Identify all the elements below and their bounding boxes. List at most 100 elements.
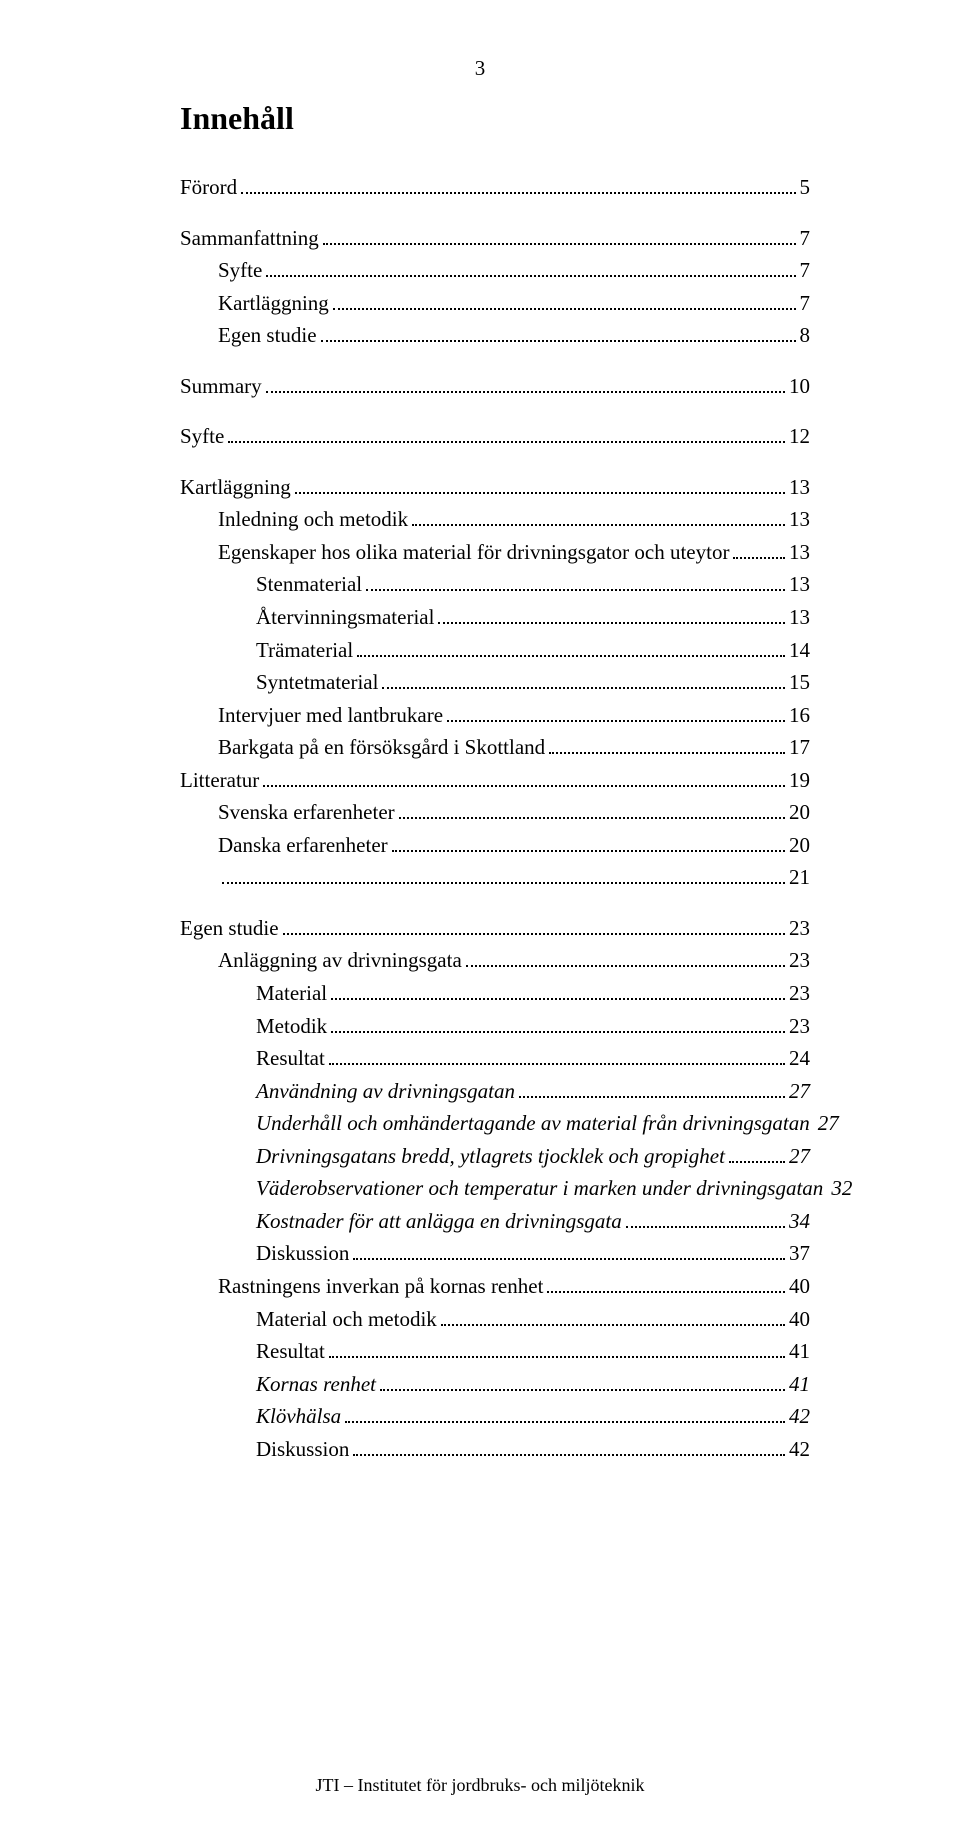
toc-entry: Underhåll och omhändertagande av materia…	[180, 1107, 810, 1140]
toc-leader-dots	[549, 735, 785, 754]
toc-entry-page: 23	[789, 1010, 810, 1043]
toc-leader-dots	[412, 507, 785, 526]
toc-leader-dots	[323, 226, 796, 245]
toc-entry: Diskussion 37	[180, 1237, 810, 1270]
toc-entry-label: Anläggning av drivningsgata	[218, 944, 462, 977]
toc-entry-page: 17	[789, 731, 810, 764]
toc-entry-page: 10	[789, 370, 810, 403]
toc-leader-dots	[329, 1339, 785, 1358]
toc-leader-dots	[321, 323, 796, 342]
toc-entry-label: Klövhälsa	[256, 1400, 341, 1433]
toc-entry: Intervjuer med lantbrukare16	[180, 699, 810, 732]
toc-entry-page: 23	[789, 944, 810, 977]
toc-entry: Egenskaper hos olika material för drivni…	[180, 536, 810, 569]
toc-entry-label: Syfte	[218, 254, 262, 287]
toc-entry: Förord5	[180, 171, 810, 204]
toc-entry: Metodik23	[180, 1010, 810, 1043]
toc-entry-page: 13	[789, 601, 810, 634]
toc-entry-label: Drivningsgatans bredd, ytlagrets tjockle…	[256, 1140, 725, 1173]
toc-leader-dots	[345, 1404, 785, 1423]
toc-entry: Egen studie23	[180, 912, 810, 945]
toc-entry-page: 37	[789, 1237, 810, 1270]
toc-entry-label: Trämaterial	[256, 634, 353, 667]
toc-entry-label: Sammanfattning	[180, 222, 319, 255]
toc-list: Förord5Sammanfattning7Syfte7Kartläggning…	[180, 171, 810, 1465]
toc-leader-dots	[263, 768, 785, 787]
toc-entry: Rastningens inverkan på kornas renhet40	[180, 1270, 810, 1303]
toc-entry: Kartläggning7	[180, 287, 810, 320]
toc-entry: Barkgata på en försöksgård i Skottland17	[180, 731, 810, 764]
toc-leader-dots	[547, 1274, 785, 1293]
toc-leader-dots	[329, 1046, 785, 1065]
toc-entry-label: Material och metodik	[256, 1303, 437, 1336]
toc-entry-label: Resultat	[256, 1335, 325, 1368]
toc-entry-label: Kartläggning	[180, 471, 291, 504]
toc-entry-page: 19	[789, 764, 810, 797]
toc-entry: Syntetmaterial 15	[180, 666, 810, 699]
toc-entry-page: 27	[818, 1107, 839, 1140]
toc-entry: Kartläggning 13	[180, 471, 810, 504]
toc-leader-dots	[353, 1437, 785, 1456]
toc-entry-label: Väderobservationer och temperatur i mark…	[256, 1172, 823, 1205]
toc-entry: Klövhälsa 42	[180, 1400, 810, 1433]
toc-entry-label: Intervjuer med lantbrukare	[218, 699, 443, 732]
toc-entry: Stenmaterial 13	[180, 568, 810, 601]
toc-entry-page: 7	[800, 254, 811, 287]
toc-entry-page: 12	[789, 420, 810, 453]
toc-entry-page: 15	[789, 666, 810, 699]
toc-entry: Litteratur 19	[180, 764, 810, 797]
toc-entry-label: Litteratur	[180, 764, 259, 797]
toc-entry-page: 32	[831, 1172, 852, 1205]
toc-entry-page: 27	[789, 1075, 810, 1108]
toc-entry-label: Kornas renhet	[256, 1368, 376, 1401]
toc-entry-page: 23	[789, 912, 810, 945]
toc-entry-page: 14	[789, 634, 810, 667]
toc-entry-page: 24	[789, 1042, 810, 1075]
toc-entry: Syfte12	[180, 420, 810, 453]
toc-leader-dots	[392, 833, 785, 852]
toc-entry: Diskussion42	[180, 1433, 810, 1466]
toc-entry: Kostnader för att anlägga en drivningsga…	[180, 1205, 810, 1238]
toc-leader-dots	[222, 866, 785, 885]
toc-entry-page: 40	[789, 1270, 810, 1303]
toc-entry-label: Förord	[180, 171, 237, 204]
toc-entry-page: 20	[789, 796, 810, 829]
toc-entry-label: Återvinningsmaterial	[256, 601, 434, 634]
toc-entry-label: Stenmaterial	[256, 568, 362, 601]
toc-entry: Summary10	[180, 370, 810, 403]
toc-entry: Inledning och metodik13	[180, 503, 810, 536]
toc-leader-dots	[441, 1307, 785, 1326]
toc-entry: Danska erfarenheter20	[180, 829, 810, 862]
toc-leader-dots	[353, 1242, 785, 1261]
toc-entry-page: 13	[789, 536, 810, 569]
toc-leader-dots	[447, 703, 785, 722]
toc-entry: Syfte 7	[180, 254, 810, 287]
toc-entry: Resultat24	[180, 1042, 810, 1075]
toc-entry-page: 41	[789, 1368, 810, 1401]
toc-entry-page: 13	[789, 471, 810, 504]
toc-leader-dots	[283, 916, 785, 935]
toc-entry-label: Diskussion	[256, 1237, 349, 1270]
page-number: 3	[0, 56, 960, 81]
toc-entry-label: Svenska erfarenheter	[218, 796, 395, 829]
toc-entry: Material och metodik 40	[180, 1303, 810, 1336]
toc-leader-dots	[438, 605, 785, 624]
toc-entry-page: 13	[789, 568, 810, 601]
toc-entry: Återvinningsmaterial 13	[180, 601, 810, 634]
toc-entry-page: 20	[789, 829, 810, 862]
toc-entry-page: 42	[789, 1400, 810, 1433]
toc-entry: Trämaterial 14	[180, 634, 810, 667]
toc-entry-label: Syntetmaterial	[256, 666, 378, 699]
toc-leader-dots	[399, 800, 785, 819]
toc-leader-dots	[266, 258, 795, 277]
toc-entry-label: Diskussion	[256, 1433, 349, 1466]
toc-entry-page: 34	[789, 1205, 810, 1238]
toc-entry: Svenska erfarenheter 20	[180, 796, 810, 829]
toc-title: Innehåll	[180, 100, 810, 137]
toc-leader-dots	[380, 1372, 785, 1391]
page-footer: JTI – Institutet för jordbruks- och milj…	[0, 1775, 960, 1796]
toc-entry-page: 7	[800, 222, 811, 255]
toc-entry-page: 40	[789, 1303, 810, 1336]
toc-entry: Anläggning av drivningsgata 23	[180, 944, 810, 977]
toc-entry-page: 27	[789, 1140, 810, 1173]
